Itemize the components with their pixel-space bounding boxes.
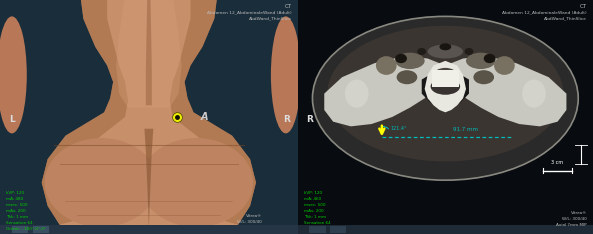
Ellipse shape bbox=[140, 138, 253, 227]
Ellipse shape bbox=[376, 56, 397, 75]
Ellipse shape bbox=[0, 16, 27, 133]
Polygon shape bbox=[425, 61, 466, 112]
Text: msec: 500: msec: 500 bbox=[304, 203, 325, 207]
Text: mA: 460: mA: 460 bbox=[304, 197, 321, 201]
Ellipse shape bbox=[395, 54, 407, 63]
Text: R: R bbox=[307, 115, 314, 124]
Text: R: R bbox=[283, 115, 289, 124]
Text: Abdomen 12_AbdominaleWand (Adult): Abdomen 12_AbdominaleWand (Adult) bbox=[207, 11, 292, 15]
Text: mA: 480: mA: 480 bbox=[6, 197, 23, 201]
Ellipse shape bbox=[327, 26, 563, 161]
Text: Axial 7mm MIP: Axial 7mm MIP bbox=[556, 223, 587, 227]
Text: Sensation 64: Sensation 64 bbox=[304, 221, 330, 225]
Text: Thk: 1 mm: Thk: 1 mm bbox=[304, 215, 326, 219]
Text: kVP: 120: kVP: 120 bbox=[304, 191, 322, 195]
Ellipse shape bbox=[464, 48, 473, 55]
Text: mAs: 200: mAs: 200 bbox=[6, 209, 25, 213]
Polygon shape bbox=[422, 66, 469, 108]
Bar bbox=[432, 70, 458, 87]
Text: AbdWand_ThinSlice: AbdWand_ThinSlice bbox=[544, 16, 587, 20]
Ellipse shape bbox=[466, 53, 496, 69]
Ellipse shape bbox=[439, 43, 451, 50]
Text: mAs: 200: mAs: 200 bbox=[304, 209, 323, 213]
Text: msec: 500: msec: 500 bbox=[6, 203, 27, 207]
Text: kVP: 120: kVP: 120 bbox=[6, 191, 24, 195]
Ellipse shape bbox=[395, 53, 425, 69]
Ellipse shape bbox=[433, 68, 457, 82]
Polygon shape bbox=[42, 0, 256, 234]
Ellipse shape bbox=[397, 70, 417, 84]
Text: W/L: 300/40: W/L: 300/40 bbox=[562, 217, 587, 221]
Text: AbdWand_ThinSlice: AbdWand_ThinSlice bbox=[248, 16, 292, 20]
Ellipse shape bbox=[345, 80, 369, 108]
Bar bbox=[12, 226, 28, 233]
Ellipse shape bbox=[522, 80, 546, 108]
Polygon shape bbox=[42, 0, 128, 225]
Text: CT: CT bbox=[580, 4, 587, 8]
Ellipse shape bbox=[44, 138, 158, 227]
Text: Abdomen 12_AbdominaleWand (Adult): Abdomen 12_AbdominaleWand (Adult) bbox=[502, 11, 587, 15]
Bar bbox=[330, 226, 346, 233]
Text: 91.7 mm: 91.7 mm bbox=[453, 127, 478, 132]
Text: CT: CT bbox=[285, 4, 292, 8]
Polygon shape bbox=[144, 129, 154, 229]
Ellipse shape bbox=[484, 54, 496, 63]
Text: Vitrea®: Vitrea® bbox=[571, 211, 587, 215]
Ellipse shape bbox=[271, 16, 301, 133]
Ellipse shape bbox=[494, 56, 515, 75]
Text: W/L: 300/40: W/L: 300/40 bbox=[237, 220, 262, 224]
Text: L: L bbox=[9, 115, 15, 124]
Ellipse shape bbox=[473, 70, 494, 84]
Bar bbox=[33, 226, 49, 233]
Text: 3 cm: 3 cm bbox=[551, 160, 563, 165]
Polygon shape bbox=[324, 56, 445, 126]
Text: Vitrea®: Vitrea® bbox=[246, 214, 262, 218]
Text: 121.4°: 121.4° bbox=[391, 126, 407, 131]
Text: Orient.: -180°,0°,0°: Orient.: -180°,0°,0° bbox=[6, 227, 46, 231]
Polygon shape bbox=[146, 0, 152, 105]
Ellipse shape bbox=[428, 44, 463, 58]
Polygon shape bbox=[170, 0, 256, 225]
Text: Thk: 1 mm: Thk: 1 mm bbox=[6, 215, 28, 219]
Bar bbox=[310, 226, 326, 233]
Text: Sensation 64: Sensation 64 bbox=[6, 221, 33, 225]
Text: A: A bbox=[200, 112, 208, 122]
Ellipse shape bbox=[313, 16, 578, 180]
Ellipse shape bbox=[431, 78, 460, 95]
Bar bbox=[0, 225, 298, 234]
Bar bbox=[298, 225, 593, 234]
Polygon shape bbox=[445, 56, 566, 126]
Polygon shape bbox=[116, 0, 181, 108]
Ellipse shape bbox=[417, 48, 426, 55]
